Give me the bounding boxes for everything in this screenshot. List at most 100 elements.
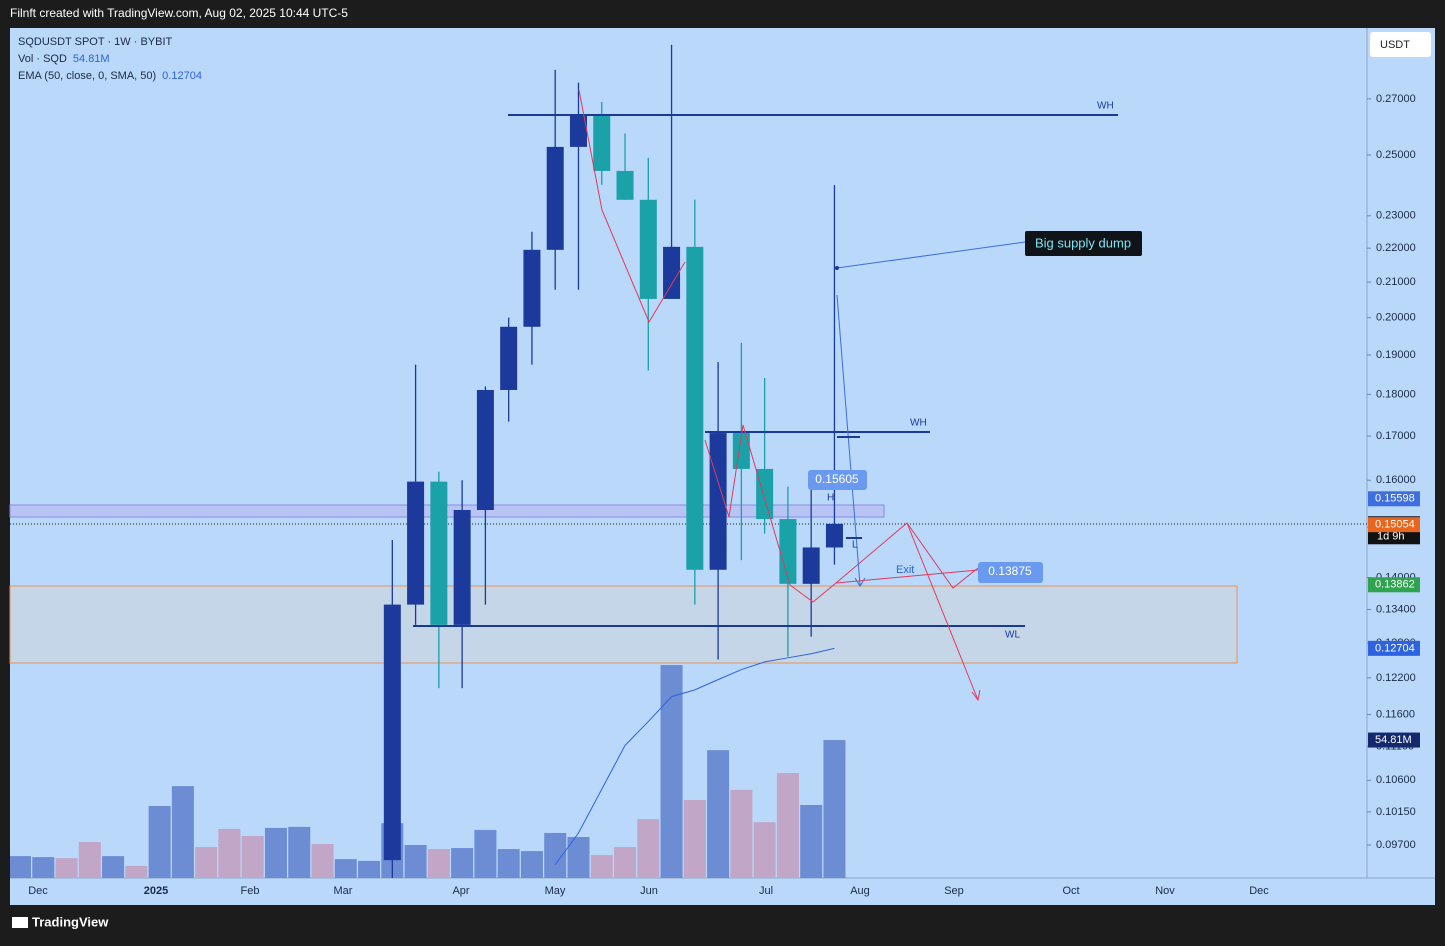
volume-bar — [823, 740, 846, 878]
currency-button[interactable] — [1370, 32, 1431, 57]
y-tick-label: 0.10600 — [1376, 774, 1416, 786]
candle-body — [500, 326, 518, 390]
currency-label[interactable]: USDT — [1380, 39, 1410, 51]
legend-ema-name: EMA (50, close, 0, SMA, 50) — [18, 70, 156, 82]
candle-body — [430, 481, 448, 625]
mark-h: H — [827, 493, 834, 504]
volume-bar — [637, 819, 660, 878]
volume-bar — [544, 832, 567, 878]
volume-bar — [567, 836, 590, 878]
y-tick-label: 0.09700 — [1376, 839, 1416, 851]
y-tick-label: 0.10150 — [1376, 806, 1416, 818]
candle-body — [593, 115, 611, 171]
volume-bar — [474, 829, 497, 878]
volume-bar — [427, 849, 450, 878]
price-label: 0.12704 — [1375, 642, 1415, 654]
price-label: 0.15054 — [1375, 519, 1415, 531]
x-tick-label: Jul — [759, 885, 773, 897]
volume-bar — [148, 806, 171, 878]
time-axis — [10, 878, 1435, 905]
price-tag-text: 0.13875 — [988, 564, 1032, 578]
volume-bar — [288, 826, 311, 878]
candle-body — [639, 199, 657, 299]
candles — [383, 44, 843, 878]
legend-volume: Vol · SQD 54.81M — [18, 53, 110, 65]
volume-bar — [590, 855, 613, 878]
y-tick-label: 0.25000 — [1376, 149, 1416, 161]
volume-bar — [102, 856, 125, 878]
volume-bar — [78, 842, 101, 878]
candle-body — [523, 249, 541, 327]
candle-body — [616, 170, 634, 200]
candle-body — [732, 433, 750, 469]
volume-bar — [614, 847, 637, 878]
volume-label-box — [1368, 732, 1420, 748]
volume-bar — [241, 835, 264, 878]
price-label-box — [1368, 491, 1420, 507]
ema-line — [554, 647, 835, 866]
x-tick-label: Feb — [241, 885, 260, 897]
volume-bar — [683, 799, 706, 878]
x-tick-label: Aug — [850, 885, 870, 897]
wave-line — [704, 424, 979, 603]
brand-logo — [12, 917, 28, 928]
volume-bar — [497, 849, 520, 878]
price-label: 0.13862 — [1375, 579, 1415, 591]
legend-volume-value: 54.81M — [73, 53, 110, 65]
volume-bar — [125, 865, 148, 878]
volume-bar — [334, 859, 357, 878]
y-tick-label: 0.21000 — [1376, 276, 1416, 288]
legend-ema: EMA (50, close, 0, SMA, 50) 0.12704 — [18, 70, 202, 82]
arrow-head — [854, 577, 866, 587]
price-label-box — [1368, 577, 1420, 593]
volume-bar — [404, 845, 427, 878]
volume-bar — [707, 750, 730, 878]
candle-body — [779, 519, 797, 584]
price-tag-text: 0.15605 — [815, 472, 859, 486]
candle-body — [476, 389, 494, 510]
exit-label: Exit — [896, 564, 914, 576]
volume-bar — [264, 827, 287, 878]
price-label-box — [1368, 640, 1420, 656]
candle-body — [383, 604, 401, 861]
header-title: Filnft created with TradingView.com, Aug… — [10, 6, 348, 20]
projection-line — [906, 522, 979, 701]
volume-bar — [776, 773, 799, 878]
volume-bar — [730, 789, 753, 878]
price-label-box — [1368, 517, 1420, 533]
volume-bar — [218, 828, 241, 878]
candle-body — [453, 509, 471, 625]
x-tick-label: Mar — [334, 885, 353, 897]
footer-brand: TradingView — [32, 914, 109, 929]
level-label: WH — [910, 418, 927, 429]
price-tag — [808, 470, 867, 490]
x-tick-label: Jun — [640, 885, 658, 897]
volume-bar — [800, 805, 823, 878]
candle-body — [756, 468, 774, 520]
y-tick-label: 0.13400 — [1376, 603, 1416, 615]
volume-bar — [171, 786, 194, 878]
candle-body — [407, 481, 425, 605]
x-tick-label: Nov — [1155, 885, 1175, 897]
legend-symbol: SQDUSDT SPOT · 1W · BYBIT — [18, 36, 173, 48]
level-label: WL — [1005, 630, 1020, 641]
arrow-head — [971, 689, 981, 702]
y-tick-label: 0.16000 — [1376, 474, 1416, 486]
y-tick-label: 0.11600 — [1376, 709, 1415, 721]
volume-bar — [55, 858, 78, 878]
y-tick-label: 0.17000 — [1376, 430, 1416, 442]
y-tick-label: 0.19000 — [1376, 349, 1416, 361]
mark-l: L — [852, 540, 858, 551]
x-tick-label: May — [545, 885, 566, 897]
volume-bar — [520, 851, 543, 878]
volume-bar — [660, 665, 683, 878]
callout-box — [1025, 231, 1142, 256]
callout-line — [836, 241, 1026, 269]
legend-ema-value: 0.12704 — [162, 70, 202, 82]
volume-bar — [753, 822, 776, 878]
x-tick-label: Dec — [28, 885, 48, 897]
x-tick-label: 2025 — [144, 885, 168, 897]
x-tick-label: Oct — [1062, 885, 1079, 897]
candle-body — [569, 115, 587, 147]
